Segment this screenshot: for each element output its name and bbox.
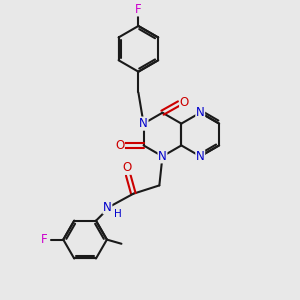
- Text: N: N: [158, 150, 167, 163]
- Text: O: O: [122, 161, 132, 174]
- Text: O: O: [115, 139, 124, 152]
- Text: F: F: [41, 233, 48, 246]
- Text: O: O: [180, 96, 189, 109]
- Text: N: N: [196, 106, 205, 119]
- Text: N: N: [103, 201, 112, 214]
- Text: F: F: [135, 3, 142, 16]
- Text: N: N: [139, 117, 148, 130]
- Text: H: H: [114, 209, 122, 220]
- Text: N: N: [196, 150, 205, 163]
